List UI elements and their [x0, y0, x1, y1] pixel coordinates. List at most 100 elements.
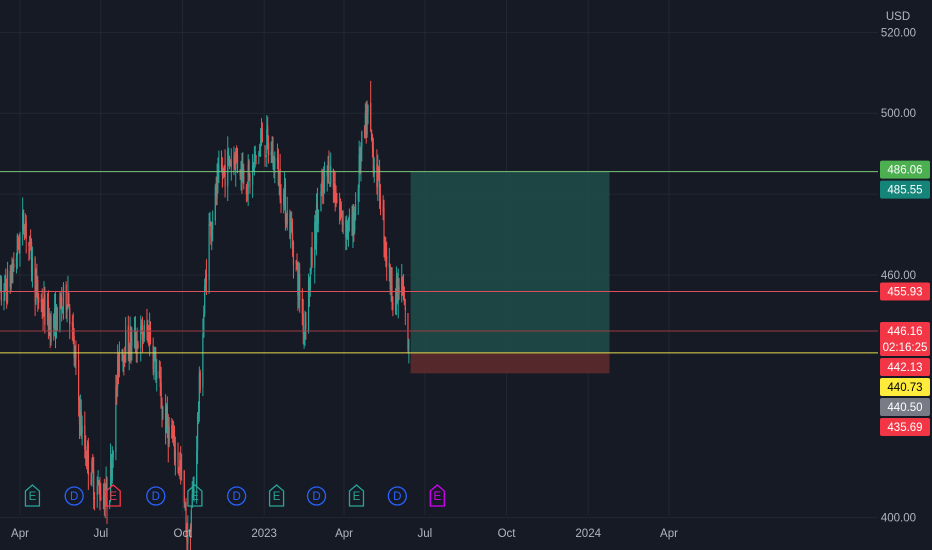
candle-body	[38, 297, 39, 303]
candle-body	[374, 167, 375, 175]
candle-body	[50, 316, 51, 342]
price-axis-label: 400.00	[881, 513, 916, 525]
candle-body	[26, 221, 27, 239]
event-marker-label: D	[232, 491, 240, 503]
candle-body	[336, 201, 337, 203]
price-badge: 440.50	[880, 398, 930, 416]
candle-body	[228, 154, 229, 155]
candle-body	[268, 143, 269, 155]
price-badge-value: 446.16	[887, 326, 922, 338]
price-badge: 446.16 02:16:25	[880, 322, 930, 356]
candle-body	[408, 340, 409, 349]
time-axis-label: 2024	[575, 528, 601, 540]
candle-body	[44, 295, 45, 325]
candle-body	[305, 323, 306, 327]
candle-body	[177, 452, 178, 466]
position-loss-zone[interactable]	[411, 353, 610, 373]
event-marker-label: E	[353, 491, 361, 503]
price-axis-label: 520.00	[881, 27, 916, 39]
event-marker-label: E	[273, 491, 281, 503]
candle-body	[311, 247, 312, 265]
candle-body	[125, 330, 126, 363]
candle-body	[343, 223, 344, 225]
candle-body	[256, 155, 257, 156]
time-axis-label: Jul	[417, 528, 432, 540]
candle-body	[349, 215, 350, 222]
candle-body	[82, 426, 83, 434]
candle-body	[392, 303, 393, 310]
event-marker-label: E	[109, 491, 117, 503]
price-badge-value: 485.55	[887, 185, 922, 197]
candle-body	[386, 256, 387, 265]
candle-body	[131, 335, 132, 346]
candle-body	[293, 243, 294, 265]
price-badge: 455.93	[880, 282, 930, 300]
price-badge: 442.13	[880, 358, 930, 376]
position-profit-zone[interactable]	[411, 172, 610, 353]
candle-body	[13, 264, 14, 268]
event-marker-label: E	[191, 491, 199, 503]
candle-body	[318, 210, 319, 224]
candle-body	[200, 372, 201, 390]
candle-body	[202, 335, 203, 388]
time-axis-label: Apr	[660, 528, 678, 540]
time-axis-label: Oct	[498, 528, 517, 540]
candle-body	[75, 354, 76, 359]
price-badge-value: 435.69	[887, 422, 922, 434]
candle-body	[162, 410, 163, 412]
candle-body	[169, 426, 170, 444]
candle-body	[248, 162, 249, 175]
time-axis-label: Apr	[11, 528, 29, 540]
candle-body	[224, 165, 225, 187]
candle-body	[7, 270, 8, 302]
price-badge-timer: 02:16:25	[883, 342, 928, 354]
price-axis-label: 500.00	[881, 108, 916, 120]
price-axis-label: 460.00	[881, 270, 916, 282]
candle-body	[274, 158, 275, 169]
candle-body	[137, 344, 138, 348]
price-badge-value: 440.50	[887, 402, 922, 414]
candle-body	[218, 166, 219, 172]
candle-body	[97, 486, 98, 495]
price-badge: 440.73	[880, 378, 930, 396]
candle-body	[63, 285, 64, 305]
price-badge-value: 486.06	[887, 165, 922, 177]
event-marker-label: D	[393, 491, 401, 503]
price-badge-value: 455.93	[887, 286, 922, 298]
candle-body	[287, 210, 288, 224]
candle-body	[370, 103, 371, 130]
candle-body	[88, 443, 89, 475]
price-badge: 435.69	[880, 418, 930, 436]
price-badge-value: 442.13	[887, 362, 922, 374]
time-axis-label: Oct	[174, 528, 193, 540]
time-axis-label: Apr	[335, 528, 353, 540]
candle-body	[330, 166, 331, 184]
candle-body	[175, 449, 176, 462]
price-badge: 485.55	[880, 181, 930, 199]
position-tool[interactable]	[411, 172, 610, 374]
candle-body	[355, 205, 356, 216]
candle-body	[231, 161, 232, 167]
currency-label: USD	[886, 11, 910, 23]
candle-body	[113, 452, 114, 458]
candle-body	[212, 222, 213, 229]
event-marker-label: D	[152, 491, 160, 503]
candle-body	[78, 360, 79, 401]
event-marker-label: D	[70, 491, 78, 503]
candle-body	[341, 209, 342, 210]
time-axis-label: Jul	[93, 528, 108, 540]
candle-body	[184, 471, 185, 503]
time-axis-label: 2023	[251, 528, 277, 540]
candle-body	[361, 132, 362, 148]
candle-body	[181, 469, 182, 470]
event-marker-label: D	[312, 491, 320, 503]
candle-body	[191, 510, 192, 529]
candle-body	[19, 234, 20, 252]
candle-body	[237, 155, 238, 168]
candle-body	[94, 497, 95, 498]
price-badge: 486.06	[880, 161, 930, 179]
event-marker-label: E	[433, 491, 441, 503]
candle-body	[209, 224, 210, 280]
candle-body	[262, 128, 263, 142]
